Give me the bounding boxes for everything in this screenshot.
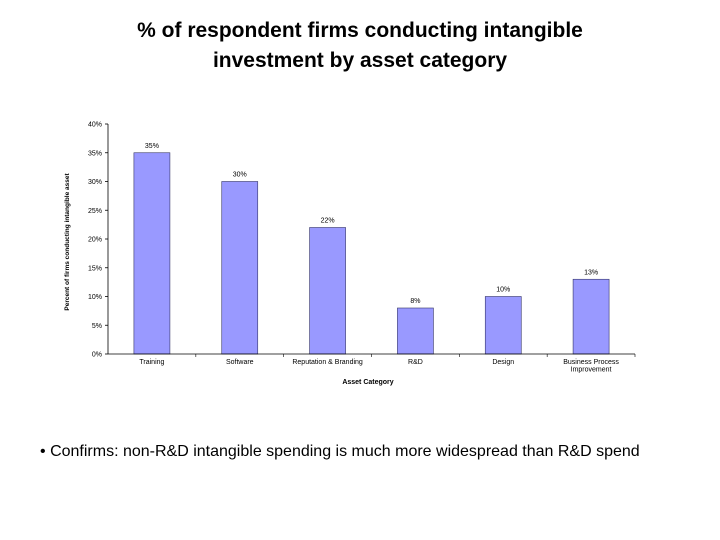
bar-design [484, 296, 522, 355]
data-label: 35% [145, 143, 159, 150]
bar-r-d [397, 307, 434, 355]
y-tick-label: 10% [88, 294, 102, 301]
data-label: 10% [496, 287, 510, 294]
x-axis-title: Asset Category [342, 379, 393, 386]
x-tick-label: R&D [408, 359, 423, 366]
data-label: 13% [584, 269, 598, 276]
data-label: 30% [233, 172, 247, 179]
bar-chart: Percent of firms conducting intangible a… [64, 122, 636, 386]
data-label: 8% [410, 298, 420, 305]
y-tick-label: 15% [88, 265, 102, 272]
y-tick-label: 20% [88, 237, 102, 244]
x-tick-label: Improvement [571, 367, 612, 374]
x-tick-label: Software [226, 359, 254, 366]
bar-software [221, 181, 259, 355]
bar-training [133, 152, 171, 355]
slide-title-line-1: % of respondent firms conducting intangi… [137, 19, 583, 42]
slide-title: % of respondent firms conducting intangi… [60, 16, 660, 76]
x-tick-label: Reputation & Branding [292, 359, 363, 366]
y-tick-label: 40% [88, 122, 102, 129]
x-tick-label: Business Process [563, 359, 619, 366]
bar-business-process-improvement [572, 278, 610, 355]
bullet-marker: • [40, 443, 46, 460]
y-tick-label: 35% [88, 150, 102, 157]
y-tick-label: 25% [88, 208, 102, 215]
bullet-point: • Confirms: non-R&D intangible spending … [40, 441, 720, 463]
y-tick-label: 5% [92, 323, 102, 330]
x-tick-label: Design [492, 359, 514, 366]
bullet-text: Confirms: non-R&D intangible spending is… [50, 443, 640, 460]
x-tick-label: Training [139, 359, 164, 366]
slide-title-line-2: investment by asset category [212, 49, 508, 72]
y-axis-title: Percent of firms conducting intangible a… [64, 173, 71, 311]
y-tick-label: 30% [88, 179, 102, 186]
bar-reputation-branding [309, 227, 346, 355]
y-tick-label: 0% [92, 352, 102, 359]
data-label: 22% [321, 218, 335, 225]
